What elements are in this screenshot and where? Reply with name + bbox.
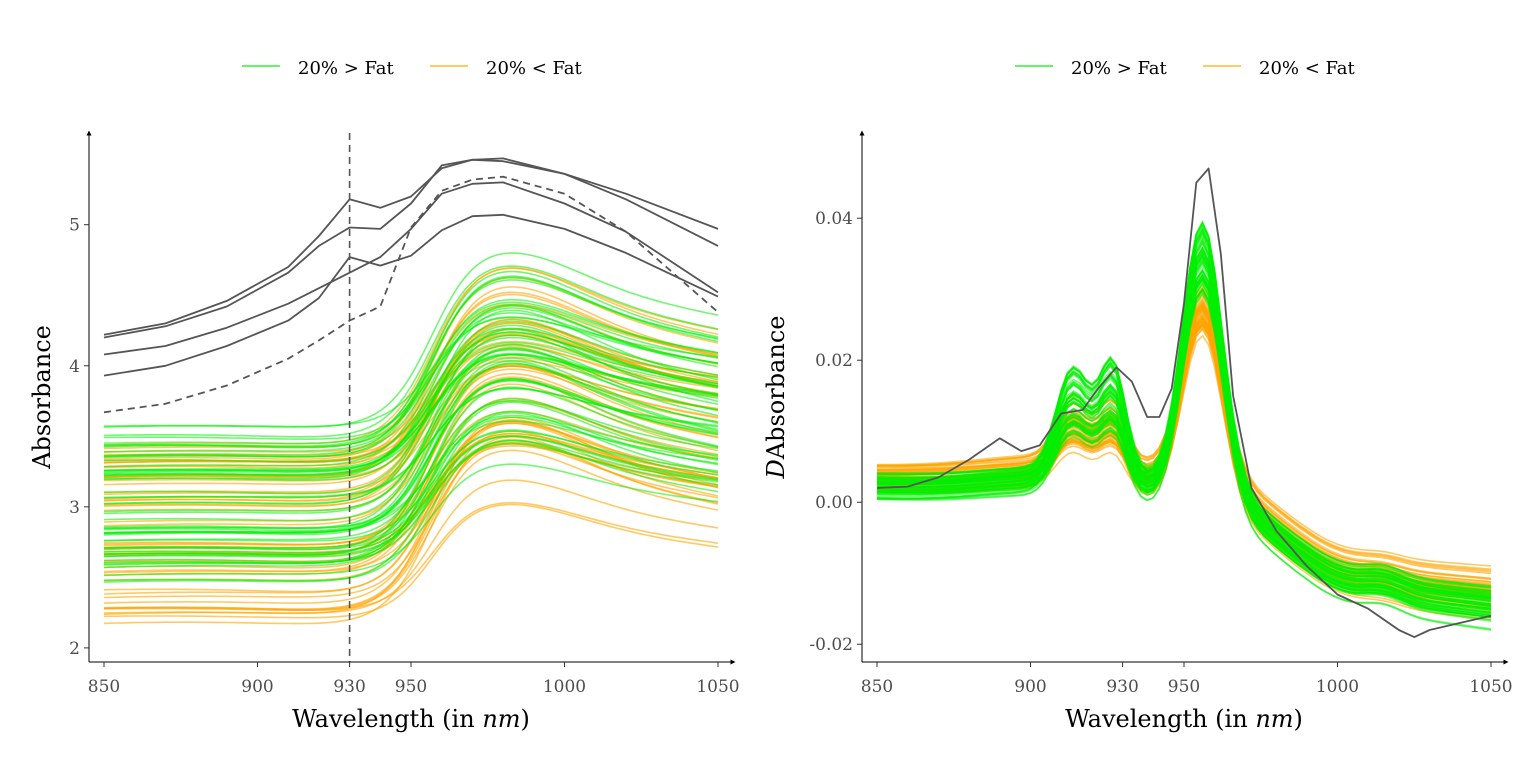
spectrum-low-fat <box>103 386 719 556</box>
absorbance-spectra <box>103 252 719 625</box>
highlight-spectrum <box>876 167 1492 638</box>
y-tick-label: 5 <box>69 216 80 236</box>
spectrum-low-fat <box>876 229 1492 599</box>
x-tick-label: 930 <box>333 677 365 697</box>
spectrum-low-fat <box>877 231 1492 587</box>
spectrum-low-fat <box>876 227 1492 605</box>
y-axis-ticks: 2 3 4 5 <box>69 216 89 659</box>
legend-label-low-fat: 20% > Fat <box>298 58 395 79</box>
legend-label-high-fat: 20% < Fat <box>1259 58 1356 79</box>
spectrum-low-fat <box>876 223 1492 601</box>
y-axis-title: Absorbance <box>28 325 56 470</box>
y-tick-label: 3 <box>69 498 80 518</box>
x-axis-ticks: 850 900 930 950 1000 1050 <box>861 662 1513 697</box>
spectrum-low-fat <box>103 327 719 463</box>
derivative-highlight-spectra <box>876 167 1492 638</box>
spectrum-low-fat <box>103 301 719 445</box>
spectrum-low-fat <box>103 357 719 536</box>
spectrum-low-fat <box>876 225 1492 598</box>
x-tick-label: 900 <box>241 677 273 697</box>
spectrum-low-fat <box>103 299 719 453</box>
x-tick-label: 1000 <box>543 677 586 697</box>
spectrum-low-fat <box>103 324 719 495</box>
spectrum-low-fat <box>103 309 719 505</box>
spectrum-low-fat <box>103 341 719 472</box>
spectrum-low-fat <box>103 439 719 582</box>
y-tick-label: 2 <box>69 639 80 659</box>
y-axis-ticks: -0.02 0.00 0.02 0.04 <box>809 209 862 655</box>
spectrum-low-fat <box>103 463 719 576</box>
y-tick-label: 0.02 <box>815 351 853 371</box>
spectrum-low-fat <box>103 349 719 481</box>
x-axis-title: Wavelength (in nm) <box>292 705 530 733</box>
spectrum-low-fat <box>877 221 1492 588</box>
absorbance-highlight-spectra <box>103 157 719 414</box>
y-tick-label: 0.00 <box>815 493 853 513</box>
spectrum-low-fat <box>103 377 719 563</box>
spectrum-low-fat <box>103 400 719 542</box>
x-axis-title: Wavelength (in nm) <box>1065 705 1303 733</box>
spectrum-low-fat <box>877 236 1492 597</box>
legend-right: 20% > Fat 20% < Fat <box>1015 58 1356 79</box>
absorbance-panel: 850 900 930 950 1000 1050 2 3 4 5 Wavelength (in… <box>28 130 740 733</box>
spectrum-low-fat <box>877 219 1492 592</box>
spectrum-low-fat <box>876 228 1492 606</box>
spectrum-low-fat <box>877 221 1492 598</box>
y-tick-label: 4 <box>69 357 80 377</box>
x-tick-label: 900 <box>1014 677 1046 697</box>
spectrum-low-fat <box>103 410 719 569</box>
derivative-absorbance-panel: 850 900 930 950 1000 1050 -0.02 0.00 0.02 0.04 W… <box>762 130 1513 733</box>
y-tick-label: -0.02 <box>809 635 853 655</box>
x-tick-label: 950 <box>1168 677 1200 697</box>
y-axis-title: DAbsorbance <box>762 316 790 480</box>
x-tick-label: 1050 <box>696 677 739 697</box>
spectrum-high-fat <box>103 503 719 619</box>
spectrum-high-fat <box>103 479 719 614</box>
highlight-spectrum <box>103 181 719 356</box>
x-tick-label: 950 <box>395 677 427 697</box>
spectrum-low-fat <box>876 231 1492 614</box>
highlight-spectrum-dashed <box>103 175 719 414</box>
spectrum-low-fat <box>876 221 1492 600</box>
legend-label-low-fat: 20% > Fat <box>1071 58 1168 79</box>
x-tick-label: 1050 <box>1469 677 1512 697</box>
legend-label-high-fat: 20% < Fat <box>486 58 583 79</box>
x-tick-label: 850 <box>861 677 893 697</box>
spectrum-low-fat <box>103 412 719 583</box>
spectrum-low-fat <box>103 328 719 529</box>
x-tick-label: 850 <box>88 677 120 697</box>
spectrum-low-fat <box>103 307 719 468</box>
spectrum-low-fat <box>103 275 719 458</box>
spectrum-high-fat <box>103 502 719 611</box>
highlight-spectrum <box>103 157 719 339</box>
spectrum-low-fat <box>104 331 719 477</box>
spectrum-high-fat <box>103 436 719 625</box>
highlight-spectrum <box>103 213 719 377</box>
x-tick-label: 930 <box>1106 677 1138 697</box>
spectrum-high-fat <box>103 267 719 446</box>
spectrum-low-fat <box>877 276 1492 599</box>
x-tick-label: 1000 <box>1316 677 1359 697</box>
spectrum-low-fat <box>877 234 1492 588</box>
y-tick-label: 0.04 <box>815 209 853 229</box>
spectrum-low-fat <box>876 228 1492 607</box>
spectrum-low-fat <box>103 270 719 449</box>
spectrum-low-fat <box>103 401 719 564</box>
spectrum-low-fat <box>103 360 719 551</box>
spectrum-low-fat <box>103 387 719 499</box>
spectrum-low-fat <box>103 265 719 438</box>
derivative-spectra <box>876 219 1492 631</box>
legend-left: 20% > Fat 20% < Fat <box>242 58 583 79</box>
x-axis-ticks: 850 900 930 950 1000 1050 <box>88 662 740 697</box>
spectrum-low-fat <box>876 277 1492 618</box>
